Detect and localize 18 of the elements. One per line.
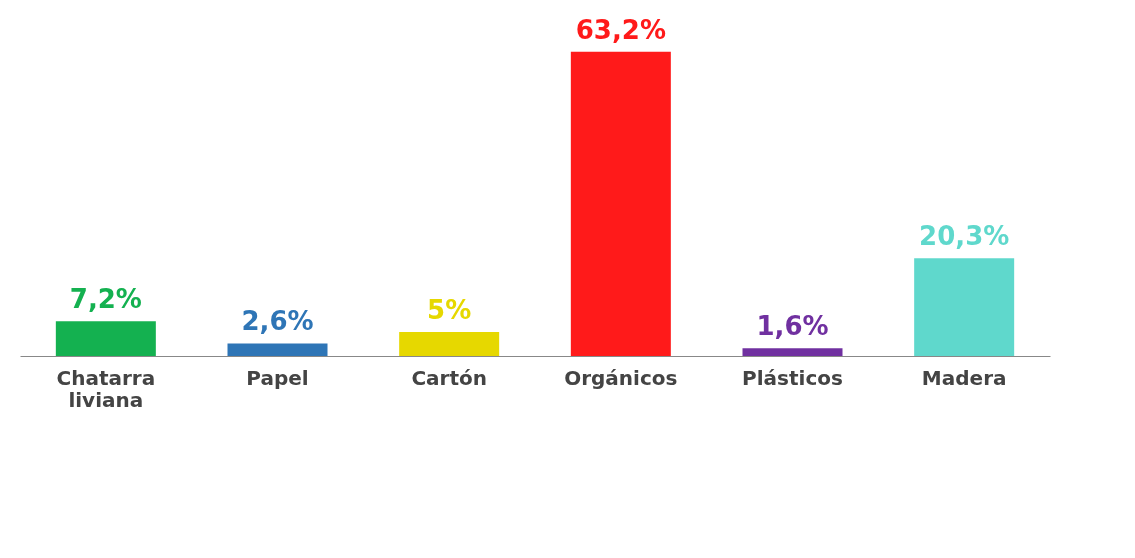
data-label: 1,6% — [756, 311, 829, 342]
x-tick-label: Orgánicos — [564, 365, 678, 390]
bar — [570, 51, 671, 356]
data-label: 2,6% — [241, 306, 314, 337]
data-label: 63,2% — [575, 14, 666, 45]
bar — [742, 348, 843, 356]
data-label: 7,2% — [69, 284, 142, 315]
bar — [55, 321, 156, 356]
x-tick-label: Plásticos — [742, 365, 843, 390]
x-tick-label: Madera — [921, 365, 1007, 390]
x-tick-label: Papel — [246, 365, 309, 390]
bar — [399, 331, 500, 356]
bar — [914, 258, 1015, 356]
x-tick-label: Chatarra liviana — [56, 365, 156, 412]
bar — [227, 343, 328, 356]
x-tick-label: Cartón — [411, 365, 487, 390]
data-label: 5% — [427, 294, 472, 325]
data-label: 20,3% — [919, 221, 1010, 252]
